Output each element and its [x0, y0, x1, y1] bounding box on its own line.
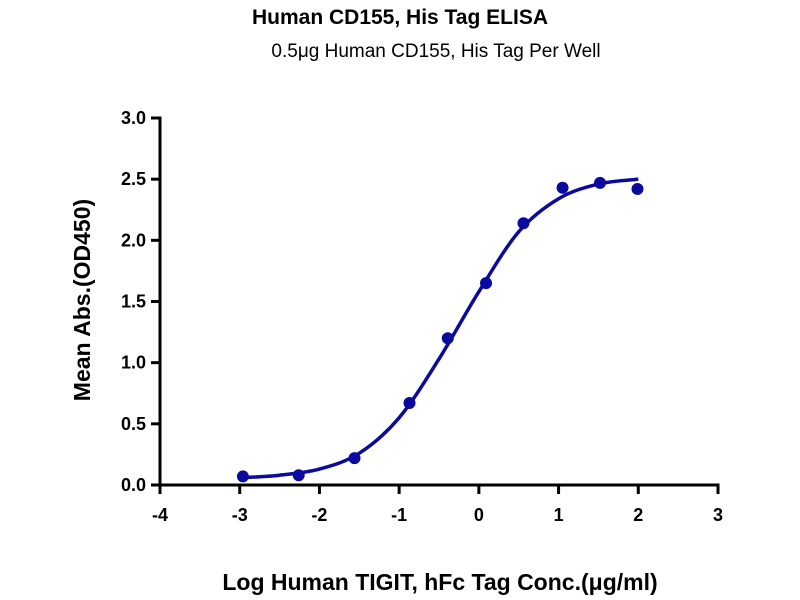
- y-tick-label: 2.5: [121, 169, 146, 189]
- x-tick-label: 1: [554, 505, 564, 525]
- data-point: [480, 277, 493, 290]
- x-tick-label: 3: [713, 505, 723, 525]
- x-tick-label: 0: [474, 505, 484, 525]
- y-tick-label: 1.0: [121, 353, 146, 373]
- fit-curve-line: [242, 177, 639, 480]
- x-tick-label: -1: [391, 505, 407, 525]
- data-point: [292, 469, 305, 482]
- y-tick-label: 0.0: [121, 475, 146, 495]
- x-tick-label: -3: [232, 505, 248, 525]
- x-tick-label: 2: [633, 505, 643, 525]
- x-tick-label: -4: [152, 505, 168, 525]
- x-tick-label: -2: [311, 505, 327, 525]
- y-tick-label: 0.5: [121, 414, 146, 434]
- y-tick-label: 1.5: [121, 292, 146, 312]
- y-tick-label: 2.0: [121, 230, 146, 250]
- data-point: [403, 397, 416, 410]
- data-point: [594, 176, 607, 189]
- chart-title: Human CD155, His Tag ELISA: [252, 6, 548, 29]
- y-tick-label: 3.0: [121, 108, 146, 128]
- data-point: [517, 217, 530, 230]
- data-point: [556, 181, 569, 194]
- data-point: [236, 470, 249, 483]
- chart-subtitle: 0.5μg Human CD155, His Tag Per Well: [271, 41, 600, 62]
- x-axis-label: Log Human TIGIT, hFc Tag Conc.(μg/ml): [222, 569, 657, 595]
- data-point: [348, 452, 361, 465]
- y-axis-label: Mean Abs.(OD450): [69, 199, 95, 401]
- data-point: [441, 332, 454, 345]
- data-point: [631, 182, 644, 195]
